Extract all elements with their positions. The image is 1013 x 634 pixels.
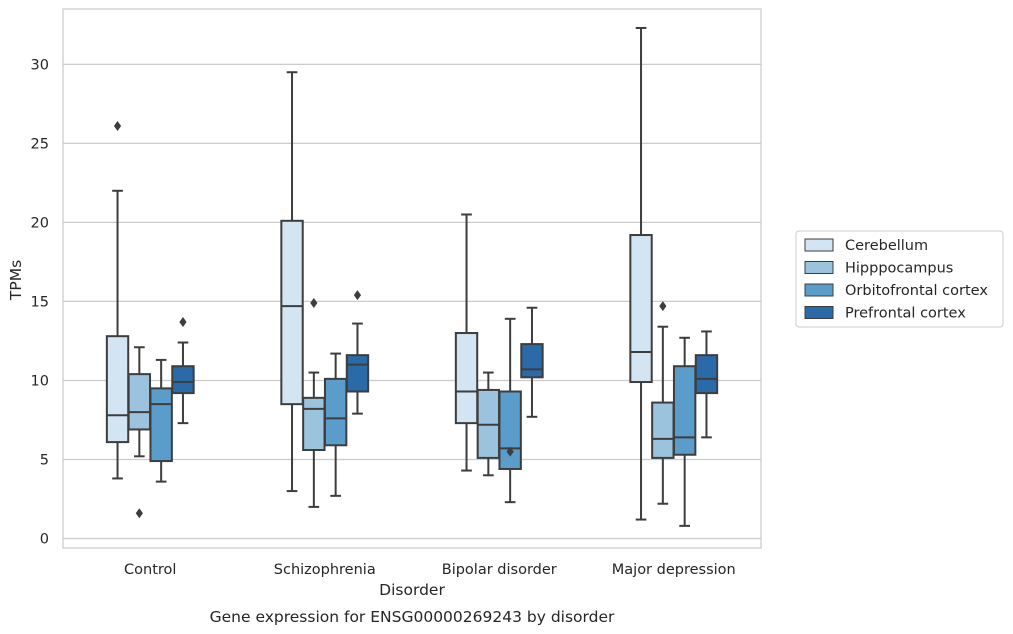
y-tick-label: 0 [40, 532, 49, 548]
x-tick-label: Major depression [612, 562, 736, 578]
box-iqr [498, 390, 522, 470]
box-iqr [694, 354, 719, 395]
box-iqr [105, 335, 130, 444]
box-iqr [302, 396, 326, 452]
box-iqr [454, 332, 479, 425]
box-orbitofrontal-cortex-1 [323, 352, 348, 497]
outlier-point [179, 316, 187, 327]
legend-swatch [804, 306, 834, 319]
box-iqr [520, 343, 544, 379]
box-iqr [127, 373, 152, 431]
box-hipppocampus-0 [127, 346, 152, 519]
box-iqr [629, 234, 653, 384]
x-axis-title: Disorder [379, 581, 445, 599]
x-tick-label: Bipolar disorder [442, 562, 557, 578]
box-iqr [171, 365, 195, 395]
legend-swatch [804, 283, 834, 297]
box-iqr [672, 365, 697, 456]
y-tick-label: 15 [31, 294, 49, 310]
outlier-point [353, 290, 362, 301]
y-tick-label: 25 [31, 136, 49, 152]
legend-label: Hipppocampus [845, 261, 953, 277]
box-prefrontal-cortex-0 [171, 316, 195, 425]
y-tick-label: 5 [40, 452, 49, 468]
box-orbitofrontal-cortex-2 [498, 317, 522, 504]
x-tick-label: Control [124, 562, 176, 578]
x-tick-label: Schizophrenia [274, 562, 376, 578]
outlier-point [506, 446, 514, 457]
box-cerebellum-1 [280, 71, 304, 493]
legend-swatch [804, 238, 834, 252]
legend-frame [795, 230, 1004, 328]
box-cerebellum-3 [629, 26, 653, 521]
chart-caption: Gene expression for ENSG00000269243 by d… [210, 608, 615, 626]
y-tick-label: 10 [31, 373, 49, 389]
box-iqr [149, 387, 173, 463]
box-iqr [323, 377, 348, 447]
box-cerebellum-2 [454, 213, 479, 472]
y-tick-label: 30 [31, 57, 49, 73]
legend: Cerebellum Hipppocampus Orbitofrontal cort… [795, 230, 1004, 328]
legend-label: Cerebellum [845, 238, 928, 254]
outlier-point [113, 120, 122, 131]
outlier-point [135, 508, 143, 519]
box-iqr [345, 354, 370, 393]
box-hipppocampus-3 [651, 301, 675, 505]
box-prefrontal-cortex-2 [520, 306, 544, 418]
y-tick-label: 20 [31, 215, 49, 231]
box-prefrontal-cortex-1 [345, 290, 370, 415]
plot-area-frame [62, 8, 762, 549]
outlier-point [659, 301, 667, 312]
box-orbitofrontal-cortex-3 [672, 336, 697, 527]
box-iqr [280, 219, 304, 406]
box-prefrontal-cortex-3 [694, 330, 719, 439]
legend-label: Prefrontal cortex [845, 306, 966, 322]
box-orbitofrontal-cortex-0 [149, 358, 173, 483]
box-series [105, 26, 719, 527]
legend-swatch [804, 261, 834, 274]
y-axis-ticks: 0 5 10 15 20 25 30 [31, 57, 49, 547]
y-axis-title: TPMs [7, 260, 25, 301]
outlier-point [310, 298, 318, 308]
box-iqr [651, 401, 675, 459]
x-axis-ticks: Control Schizophrenia Bipolar disorder Majo… [124, 562, 736, 578]
legend-label: Orbitofrontal cortex [845, 283, 988, 299]
